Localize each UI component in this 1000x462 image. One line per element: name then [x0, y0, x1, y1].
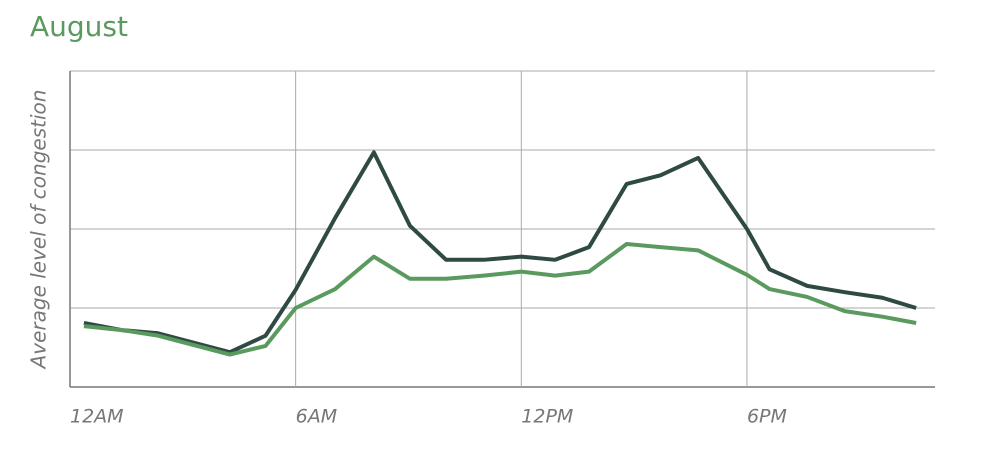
y-axis-label: Average level of congestion — [27, 90, 51, 371]
chart-title: August — [30, 10, 128, 43]
x-tick-label: 12PM — [521, 406, 573, 428]
x-tick-label: 12AM — [70, 406, 124, 428]
line-series — [83, 150, 917, 355]
x-tick-label: 6PM — [747, 406, 787, 428]
x-tick-label: 6AM — [296, 406, 337, 428]
line-series — [83, 242, 917, 357]
